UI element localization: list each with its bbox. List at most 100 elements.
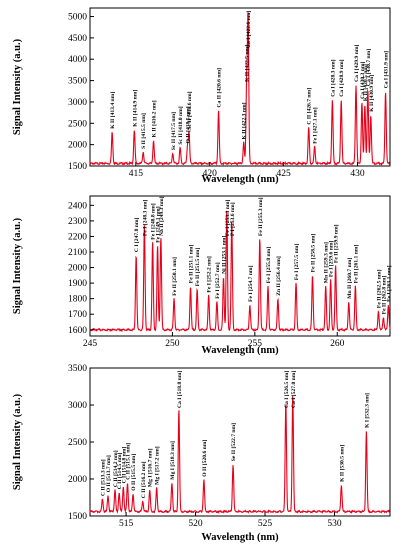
peak-label: O II [520.6 nm] [202, 440, 208, 477]
peak-label: Fe II [250.1 nm] [172, 257, 178, 296]
x-tick-label: 520 [188, 519, 203, 529]
peak-label: K II [416.2 nm] [152, 100, 158, 137]
y-tick-label: 2000 [68, 141, 87, 151]
peak-label: Fe I [254.7 nm] [248, 265, 254, 301]
peak-label: Ca I [527.0 nm] [291, 371, 297, 408]
peak-label: Ca I [518.8 nm] [177, 371, 183, 408]
y-axis-ticks: 1500 2000 2500 3000 3500 [68, 364, 94, 522]
y-tick-label: 3500 [68, 364, 87, 374]
peak-label: Mn II [259.3 nm] [324, 242, 330, 283]
plot-frame [89, 7, 391, 167]
x-tick-label: 245 [83, 339, 98, 349]
peak-label: C II [513.3 nm] [101, 459, 107, 496]
x-tick-label: 425 [276, 169, 291, 179]
peak-label: Ca II [420.6 nm] [217, 68, 223, 108]
y-tick-label: 1500 [68, 512, 87, 522]
peak-label: Mg I [517.2 nm] [155, 446, 161, 485]
peak-label: K I [532.3 nm] [364, 393, 370, 428]
x-tick-label: 260 [330, 339, 345, 349]
peak-label: Ca I [422.6 nm] [246, 11, 252, 48]
peak-label: Fe I [249.1 nm] [156, 206, 162, 242]
y-tick-label: 4500 [68, 34, 87, 44]
peak-label: Zn II [256.4 nm] [276, 256, 282, 296]
peak-label: K II [430.9 nm] [369, 75, 375, 112]
peak-label: Fe I [255.8 nm] [266, 247, 272, 283]
peak-label: Mg I [516.7 nm] [148, 448, 154, 487]
spectrum-trace [89, 396, 391, 515]
peak-label: P I [253.6 nm] [230, 202, 236, 236]
peak-label: Ca I [429.9 nm] [354, 44, 360, 81]
x-axis-label: Wavelength (nm) [201, 532, 279, 543]
peak-label: Fe II [258.5 nm] [311, 234, 317, 273]
x-axis-label: Wavelength (nm) [201, 174, 279, 185]
peak-label: C II [515.1 nm] [126, 443, 132, 480]
y-tick-label: 2300 [68, 217, 87, 227]
x-tick-label: 255 [248, 339, 263, 349]
peak-label: Ni II [253.1 nm] [222, 236, 228, 274]
peak-label: C II [516.2 nm] [141, 461, 147, 498]
peak-label: Ca I [526.5 nm] [284, 371, 290, 408]
peak-label: Fe II [259.9 nm] [334, 224, 340, 263]
y-tick-label: 1500 [68, 162, 87, 172]
peak-label: K II [430.5 nm] [363, 64, 369, 101]
y-tick-label: 2500 [68, 438, 87, 448]
spectrum-trace [89, 210, 391, 333]
peak-label: C II [514.2 nm] [113, 450, 119, 487]
peak-label: Fe I [259.6 nm] [329, 241, 335, 277]
peak-label: O II [513.7 nm] [106, 455, 112, 492]
x-tick-label: 530 [327, 519, 342, 529]
peak-label: K II [414.9 nm] [132, 90, 138, 127]
x-axis-ticks: 245 250 255 260 [83, 332, 345, 349]
peak-label: O II [418.5 nm] [186, 106, 192, 143]
peak-label: Se II [522.7 nm] [231, 423, 237, 461]
peak-label: Fe I [248.8 nm] [151, 203, 157, 239]
peak-label: Ca I [430.7 nm] [366, 49, 372, 86]
peak-label: K II [413.4 nm] [110, 92, 116, 129]
y-tick-label: 2500 [68, 119, 87, 129]
peak-label: O II [515.5 nm] [131, 454, 137, 491]
peak-label: Fe II [262.8 nm] [381, 276, 387, 315]
x-tick-label: 430 [350, 169, 365, 179]
peak-label: Fe II [251.5 nm] [195, 248, 201, 287]
y-axis-label: Signal Intensity (a.u.) [12, 217, 23, 314]
y-tick-label: 1700 [68, 310, 87, 320]
y-tick-label: 2400 [68, 201, 87, 211]
peak-labels: C I [247.8 nm] Fe I [248.3 nm] Fe I [248.8… [134, 196, 392, 314]
y-tick-label: 1600 [68, 326, 87, 336]
peak-label: Sc II [418.0 nm] [178, 106, 184, 144]
x-axis-label: Wavelength (nm) [201, 345, 279, 356]
peak-label: C I [247.8 nm] [134, 217, 140, 252]
peak-label: Ca I [431.9 nm] [384, 51, 390, 88]
peak-label: Ca I [430.3 nm] [360, 61, 366, 98]
peak-label: Mn II [260.7 nm] [347, 258, 353, 299]
x-tick-label: 525 [258, 519, 273, 529]
y-tick-label: 5000 [68, 13, 87, 23]
peak-label: Sc II [417.5 nm] [171, 112, 177, 150]
peak-label: Ca I [428.9 nm] [339, 59, 345, 96]
peak-label: Fe I [427.1 nm] [313, 107, 319, 143]
peak-label: K II [422.3 nm] [242, 102, 248, 139]
y-axis-label: Signal Intensity (a.u.) [12, 38, 23, 135]
x-axis-ticks: 515 520 525 530 [119, 512, 342, 529]
peak-label: C II [514.5 nm] [117, 452, 123, 489]
x-tick-label: 420 [203, 169, 218, 179]
peak-label: Fe II [262.5 nm] [377, 269, 383, 308]
peak-label: Fe II [255.3 nm] [258, 197, 264, 236]
peak-label: Mg I [518.3 nm] [170, 441, 176, 480]
peak-label: Na II [249.3 nm] [159, 196, 165, 236]
peak-label: Fe I [252.7 nm] [215, 262, 221, 298]
peak-label: Fe I [263.1 nm] [386, 265, 392, 301]
spectrum-panel-bottom: 515 520 525 530 1500 2000 2500 3000 3500 C II [… [12, 364, 391, 543]
x-tick-label: 250 [165, 339, 180, 349]
peak-label: Sc II [418.6 nm] [187, 91, 193, 129]
peak-labels: K II [413.4 nm] K II [414.9 nm]S II [415.… [110, 11, 389, 151]
peak-label: Fe I [257.5 nm] [294, 244, 300, 280]
x-tick-label: 415 [129, 169, 144, 179]
y-axis-ticks: 1500 2000 2500 3000 3500 4000 4500 5000 [68, 13, 94, 172]
y-axis-label: Signal Intensity (a.u.) [12, 393, 23, 490]
y-tick-label: 2000 [68, 475, 87, 485]
peak-label: C II [514.8 nm] [121, 447, 127, 484]
plot-frame [89, 367, 391, 517]
y-tick-label: 3500 [68, 77, 87, 87]
